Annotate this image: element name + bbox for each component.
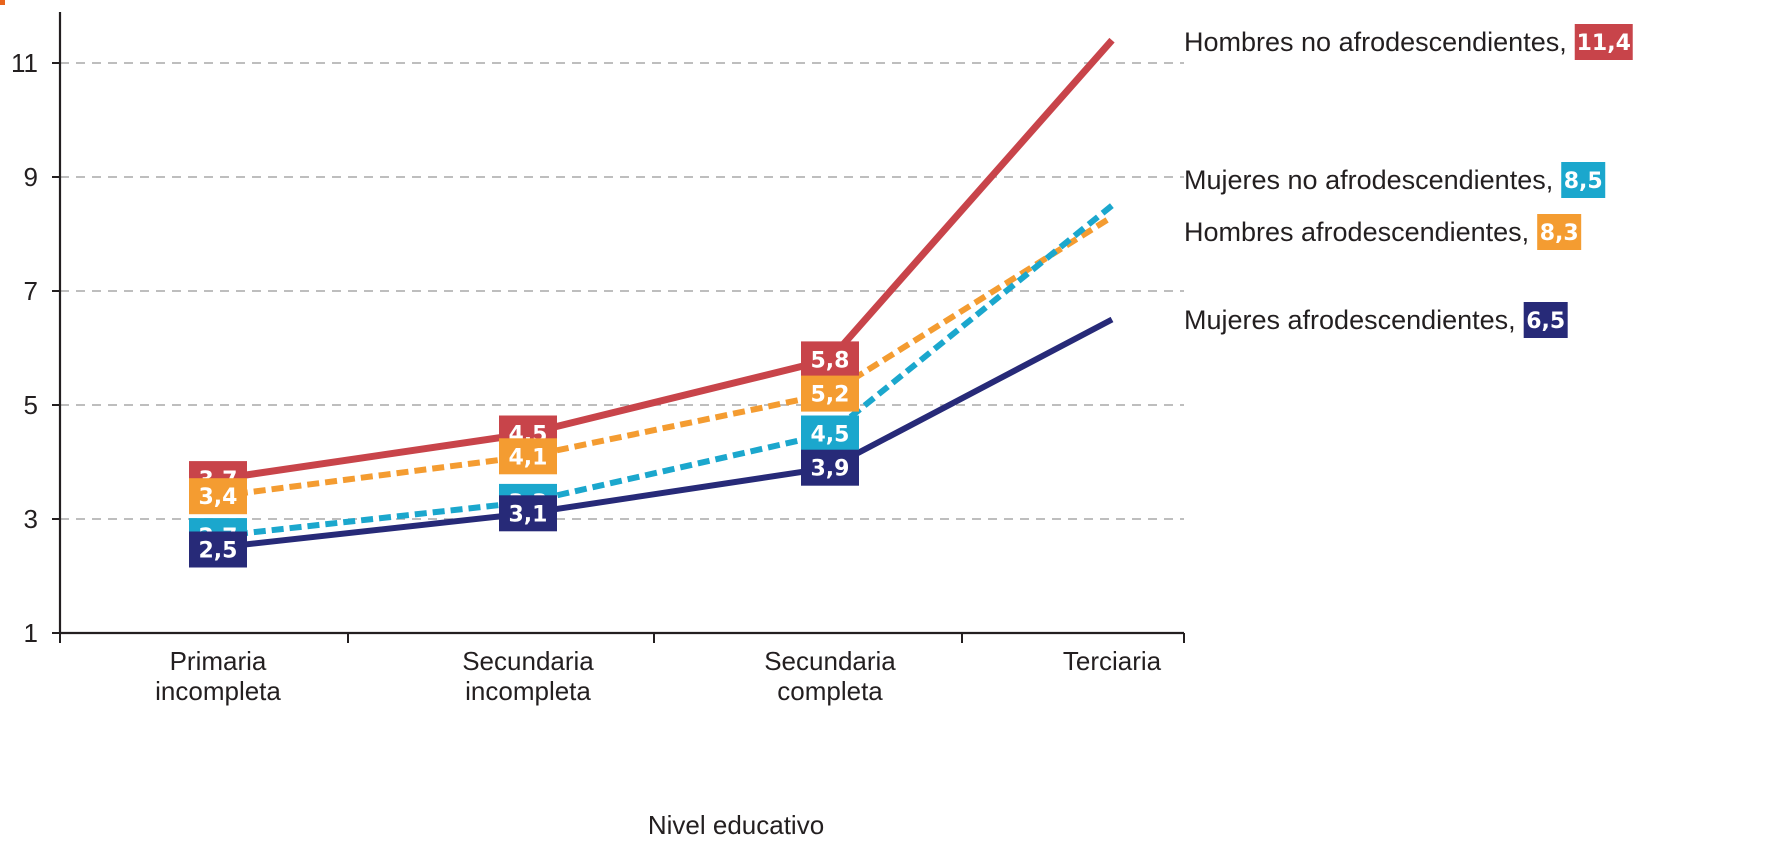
legend-label: Mujeres afrodescendientes, (1184, 305, 1516, 335)
axes: 1 3 5 7 9 11 Primaria incompleta Secundaria incom… (11, 12, 1185, 706)
series-line (217, 37, 1115, 483)
legend-value-box (1523, 302, 1568, 338)
y-tick-label: 1 (24, 618, 38, 648)
legend-value-label: 6,5 (1526, 309, 1565, 334)
series-line (217, 214, 1114, 500)
legend: Hombres no afrodescendientes, 11,4 Mujeres… (1184, 24, 1633, 338)
data-label: 5,8 (811, 348, 850, 373)
x-tick-label: Secundaria incompleta (462, 646, 594, 706)
series-line (217, 316, 1114, 551)
legend-value-label: 11,4 (1577, 31, 1631, 56)
data-label: 5,2 (811, 383, 850, 408)
series-line (217, 203, 1114, 540)
x-tick-label: Terciaria (1063, 646, 1162, 676)
data-label: 3,1 (509, 502, 548, 527)
y-tick-label: 7 (24, 276, 38, 306)
series-lines (217, 37, 1115, 551)
legend-label: Mujeres no afrodescendientes, (1184, 165, 1553, 195)
data-label: 4,5 (811, 423, 850, 448)
data-label: 4,1 (509, 445, 548, 470)
y-tick-label: 9 (24, 162, 38, 192)
data-label-box (801, 415, 859, 452)
data-label-box (801, 375, 859, 412)
data-label: 3,4 (199, 485, 238, 510)
legend-label: Hombres no afrodescendientes, (1184, 27, 1567, 57)
data-label-box (801, 341, 859, 378)
gridlines (60, 62, 1184, 520)
data-label: 3,9 (811, 457, 850, 482)
x-axis-title: Nivel educativo (648, 810, 824, 840)
y-tick-label: 11 (11, 48, 38, 78)
data-labels: 3,74,55,82,73,34,53,44,15,22,53,13,9 (189, 341, 859, 568)
legend-value-label: 8,5 (1564, 169, 1603, 194)
legend-value-box (1537, 214, 1582, 250)
data-label-box (499, 438, 557, 475)
legend-value-box (1574, 24, 1633, 60)
legend-value-box (1561, 162, 1606, 198)
data-label-box (499, 495, 557, 532)
x-tick-label: Primaria incompleta (155, 646, 281, 706)
corner-accent-mark (0, 0, 5, 5)
data-label: 2,5 (199, 539, 238, 564)
data-label-box (801, 449, 859, 486)
data-label-box (189, 478, 247, 515)
x-tick-label: Secundaria completa (764, 646, 896, 706)
data-label-box (189, 531, 247, 568)
legend-value-label: 8,3 (1540, 221, 1579, 246)
y-tick-label: 3 (24, 504, 38, 534)
legend-label: Hombres afrodescendientes, (1184, 217, 1529, 247)
y-tick-label: 5 (24, 390, 38, 420)
